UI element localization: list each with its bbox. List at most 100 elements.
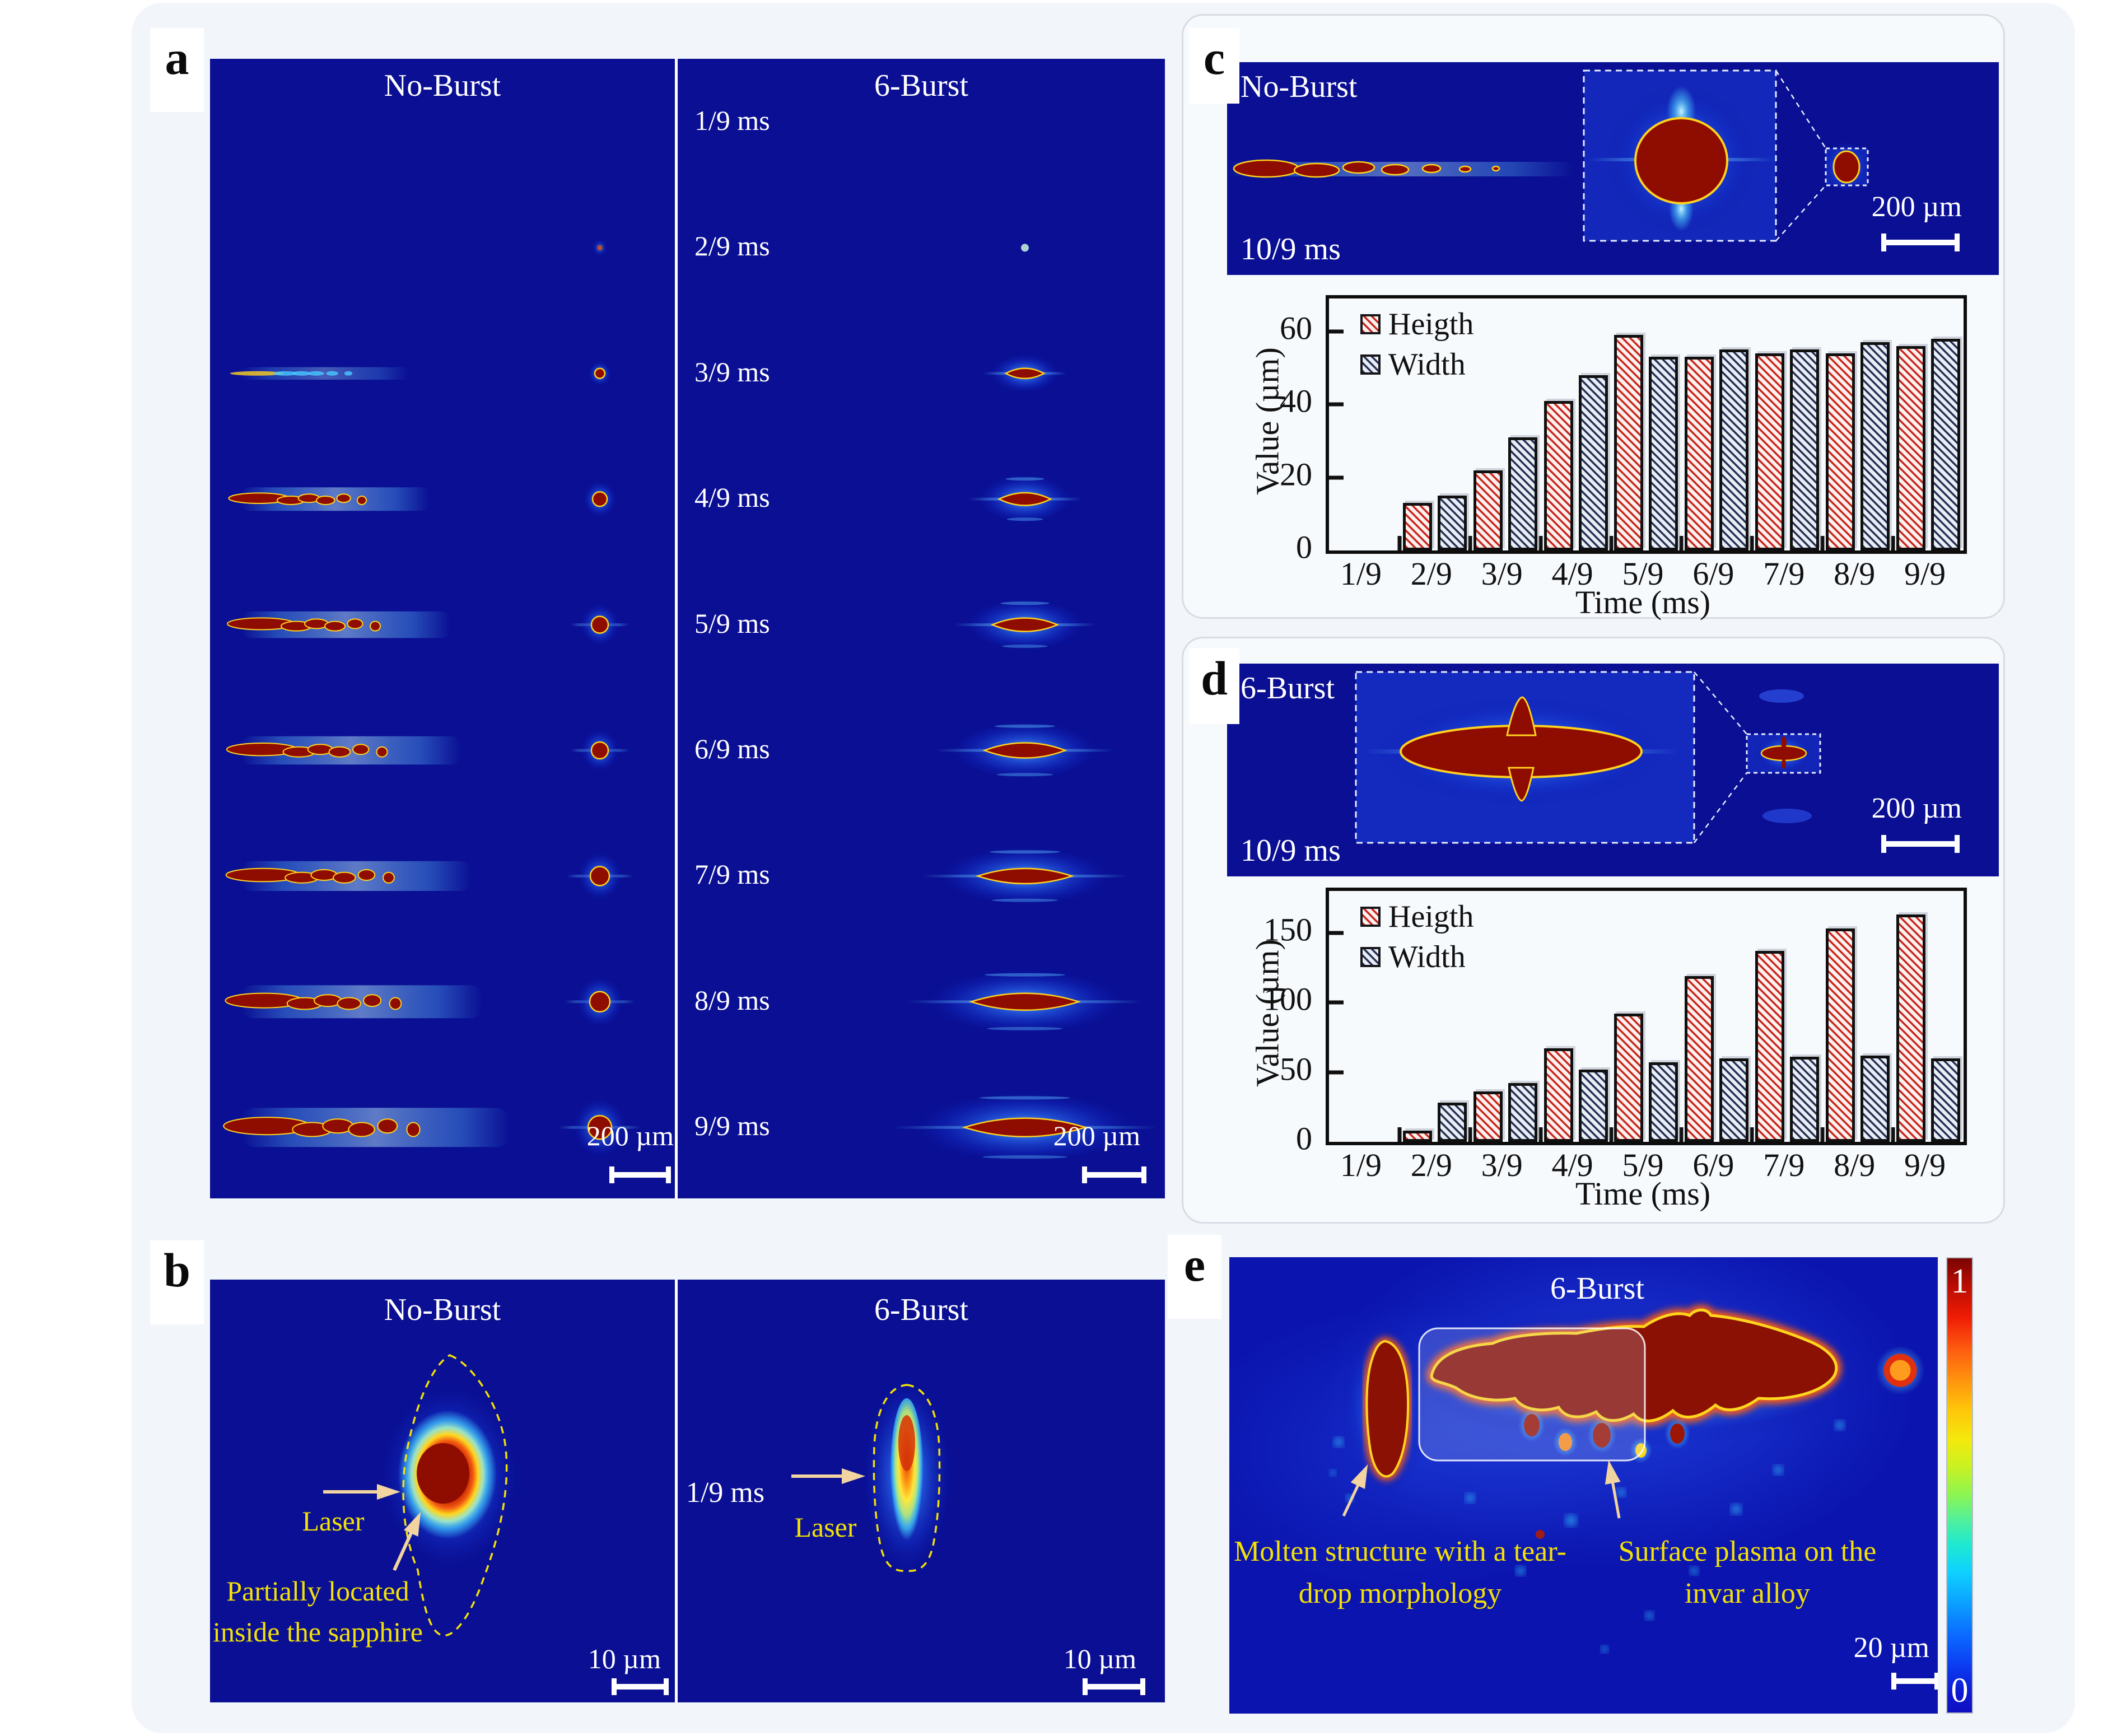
- width-bar-6/9: [1719, 1058, 1749, 1142]
- panel-e-title: 6-Burst: [1550, 1271, 1644, 1306]
- panel-b-scale-bar-right-label: 10 µm: [1063, 1643, 1136, 1674]
- x-tick: [1820, 536, 1825, 550]
- y-tick-label: 0: [1296, 529, 1312, 566]
- panel-a-time-label: 7/9 ms: [694, 858, 770, 890]
- x-tick: [1820, 1127, 1825, 1142]
- x-tick: [1679, 1127, 1684, 1142]
- bar-group-6/9: [1681, 891, 1752, 1142]
- panel-c-label: c: [1189, 28, 1239, 104]
- width-bar-7/9: [1790, 1057, 1820, 1142]
- bar-group-2/9: [1400, 298, 1470, 550]
- x-tick: [1397, 536, 1402, 550]
- x-tick-label: 9/9: [1904, 556, 1946, 592]
- height-bar-7/9: [1755, 353, 1785, 550]
- panel-a-6-burst-title: 6-Burst: [874, 68, 968, 103]
- height-series-label: Heigth: [1388, 307, 1474, 342]
- panel-b-laser-label-right: Laser: [794, 1511, 857, 1543]
- panel-e-surface-annotation: Surface plasma on the invar alloy: [1618, 1536, 1877, 1610]
- panel-b-time-label: 1/9 ms: [686, 1477, 765, 1509]
- panel-a-scale-bar-right: [1082, 1166, 1146, 1183]
- y-tick: [1329, 1070, 1344, 1075]
- x-tick: [1468, 536, 1472, 550]
- x-tick-label: 2/9: [1410, 1147, 1452, 1183]
- panel-a-scale-bar-left-label: 200 µm: [586, 1120, 674, 1151]
- legend-item-height: Heigth: [1360, 306, 1473, 342]
- panel-d-image-time: 10/9 ms: [1241, 833, 1341, 868]
- width-bar-5/9: [1649, 357, 1678, 550]
- panel-e-molten-annotation: Molten structure with a tear-drop morpho…: [1234, 1536, 1566, 1610]
- panel-b-column-divider: [675, 1280, 678, 1702]
- panel-a-plasma-graphic: [223, 239, 1158, 1165]
- y-tick: [1329, 475, 1344, 480]
- panel-a-time-label: 9/9 ms: [694, 1110, 770, 1142]
- panel-d-scale-bar: [1881, 835, 1960, 853]
- y-tick: [1329, 1000, 1344, 1005]
- panel-a-time-label: 3/9 ms: [694, 356, 770, 388]
- height-bar-7/9: [1755, 951, 1785, 1142]
- panel-d-chart: Value (µm) 0 50 100 150 Heigth Width 1/9 2/9…: [1183, 638, 2003, 1222]
- width-bar-3/9: [1508, 437, 1537, 550]
- width-bar-3/9: [1508, 1083, 1537, 1142]
- width-bar-2/9: [1437, 496, 1467, 550]
- height-bar-3/9: [1473, 470, 1503, 550]
- x-tick-label: 8/9: [1834, 1147, 1876, 1183]
- x-tick-label: 5/9: [1622, 556, 1664, 592]
- height-bar-2/9: [1402, 1131, 1432, 1142]
- panel-a-time-label: 8/9 ms: [694, 984, 770, 1016]
- panel-b-6-burst-title: 6-Burst: [874, 1292, 968, 1327]
- panel-d-image: 6-Burst 10/9 ms 200 µm: [1227, 664, 1999, 876]
- y-tick-label: 50: [1280, 1051, 1312, 1088]
- x-tick: [1538, 536, 1543, 550]
- x-tick: [1679, 536, 1684, 550]
- x-tick-label: 1/9: [1340, 1147, 1382, 1183]
- x-tick-label: 1/9: [1340, 556, 1382, 592]
- panel-c-chart-x-tick-labels: 1/9 2/9 3/9 4/9 5/9 6/9 7/9 8/9 9/9: [1326, 555, 1960, 592]
- height-bar-9/9: [1896, 914, 1926, 1142]
- height-bar-4/9: [1544, 1048, 1573, 1142]
- panel-d-chart-plot-area: Heigth Width: [1326, 888, 1967, 1145]
- x-tick: [1750, 536, 1754, 550]
- x-tick-label: 4/9: [1551, 556, 1593, 592]
- panel-e-label: e: [1168, 1235, 1221, 1319]
- y-tick-label: 20: [1280, 456, 1312, 493]
- width-bar-5/9: [1649, 1062, 1678, 1142]
- panel-d-chart-x-axis-title: Time (ms): [1575, 1175, 1711, 1212]
- panel-d-scale-bar-label: 200 µm: [1871, 792, 1962, 824]
- panel-b-laser-label-left: Laser: [302, 1505, 365, 1537]
- x-tick: [1609, 1127, 1614, 1142]
- width-bar-8/9: [1860, 342, 1890, 550]
- panel-c-chart-x-axis-title: Time (ms): [1575, 584, 1711, 620]
- panel-d-card: d 6-Burst 10/9 ms 200 µm Value (µm) 0 50 1…: [1182, 637, 2005, 1224]
- legend-item-height: Heigth: [1360, 899, 1473, 935]
- width-bar-4/9: [1578, 1069, 1608, 1142]
- bar-group-8/9: [1822, 891, 1893, 1142]
- panel-b-scale-bar-left: [612, 1678, 669, 1695]
- bar-group-5/9: [1611, 891, 1682, 1142]
- x-tick-label: 6/9: [1692, 556, 1734, 592]
- panel-e-plasma-graphic: [1330, 1304, 1925, 1653]
- y-tick: [1329, 931, 1344, 935]
- panel-d-image-title: 6-Burst: [1241, 671, 1335, 706]
- height-bar-5/9: [1614, 335, 1644, 550]
- colorbar-max-label: 1: [1951, 1262, 1969, 1300]
- x-tick: [1750, 1127, 1754, 1142]
- bar-group-8/9: [1822, 298, 1893, 550]
- width-bar-7/9: [1790, 349, 1820, 550]
- bar-group-4/9: [1541, 891, 1611, 1142]
- panel-a-label: a: [150, 28, 204, 112]
- bar-group-2/9: [1400, 891, 1470, 1142]
- panel-a-time-label: 4/9 ms: [694, 482, 770, 514]
- bar-group-4/9: [1541, 298, 1611, 550]
- x-tick-label: 5/9: [1622, 1147, 1664, 1183]
- panel-b-label: b: [150, 1240, 204, 1324]
- panel-c-scale-bar-label: 200 µm: [1871, 191, 1962, 223]
- x-tick: [1468, 1127, 1472, 1142]
- x-tick-label: 3/9: [1481, 1147, 1523, 1183]
- panel-b-no-burst-title: No-Burst: [384, 1292, 501, 1327]
- bar-group-3/9: [1470, 891, 1541, 1142]
- x-tick: [1538, 1127, 1543, 1142]
- panel-e-image: 6-Burst Molten structure with a tear-dro…: [1229, 1257, 1938, 1714]
- panel-d-chart-x-tick-labels: 1/9 2/9 3/9 4/9 5/9 6/9 7/9 8/9 9/9: [1326, 1146, 1960, 1183]
- bar-group-5/9: [1611, 298, 1682, 550]
